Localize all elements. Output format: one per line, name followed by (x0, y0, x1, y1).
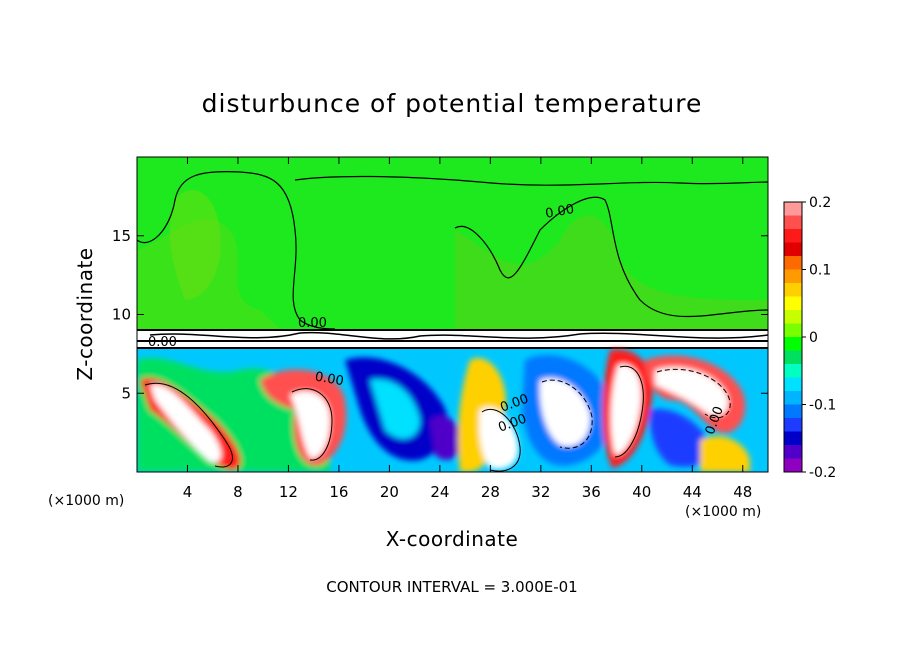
eddy (430, 416, 462, 460)
y-axis: 5 10 15 (112, 227, 768, 402)
x-axis: 4 8 12 16 20 24 28 32 36 40 44 48 (183, 157, 752, 501)
y-tick-label: 15 (112, 227, 131, 245)
eddy (150, 384, 222, 463)
eddy (610, 364, 642, 455)
contour-label: 0.00 (148, 335, 177, 350)
x-tick-label: 36 (582, 483, 601, 501)
contour-label: 0.00 (298, 316, 327, 331)
lower-contour (291, 388, 333, 461)
colorbar-swatch (784, 229, 802, 243)
x-tick-label: 4 (183, 483, 193, 501)
x-tick-label: 20 (380, 483, 399, 501)
x-unit-left: (×1000 m) (48, 493, 124, 509)
transition-band (137, 329, 768, 349)
colorbar-swatch (784, 404, 802, 419)
x-tick-label: 44 (683, 483, 702, 501)
upper-contour (294, 175, 768, 186)
x-tick-label: 8 (233, 483, 243, 501)
colorbar: 0.2 0.1 0 -0.1 -0.2 (783, 195, 836, 481)
colorbar-swatch (784, 242, 802, 257)
colorbar-swatch (784, 256, 802, 270)
colorbar-tick-label: -0.1 (809, 398, 836, 414)
transition-line (137, 347, 768, 349)
colorbar-tick-label: 0.2 (809, 195, 831, 211)
colorbar-swatch (784, 391, 802, 405)
colorbar-swatch (784, 310, 802, 324)
x-tick-label: 32 (531, 483, 550, 501)
eddy (479, 407, 519, 470)
colorbar-swatch (784, 418, 802, 432)
lower-contour (481, 409, 521, 472)
contour-interval-note: CONTOUR INTERVAL = 3.000E-01 (326, 578, 577, 596)
colorbar-swatch (784, 337, 802, 351)
y-tick-label: 5 (121, 384, 131, 402)
x-tick-label: 16 (329, 483, 348, 501)
colorbar-swatch (784, 269, 802, 284)
lower-contour (656, 368, 731, 419)
colorbar-swatch (784, 323, 802, 338)
x-tick-label: 48 (733, 483, 752, 501)
contour-label: 0.00 (314, 369, 345, 389)
x-tick-label: 28 (481, 483, 500, 501)
x-axis-label: X-coordinate (386, 527, 519, 551)
eddy (655, 367, 729, 416)
contour-labels: 0.00 0.00 0.00 0.00 0.00 0.00 0.00 (148, 202, 727, 437)
x-unit-right: (×1000 m) (685, 504, 761, 520)
transition-contour (149, 331, 768, 340)
eddy (370, 379, 420, 439)
eddy (290, 391, 330, 459)
colorbar-swatch (784, 445, 802, 459)
lower-contour (614, 365, 644, 458)
lower-contour (541, 379, 593, 449)
colorbar-swatch (784, 364, 802, 378)
x-tick-label: 12 (279, 483, 298, 501)
x-tick-label: 24 (430, 483, 449, 501)
colorbar-swatch (784, 350, 802, 365)
y-tick-label: 10 (112, 306, 131, 324)
colorbar-tick-label: 0.1 (809, 263, 831, 279)
plot-area (137, 157, 768, 472)
eddy (539, 378, 591, 447)
contour-label: 0.00 (544, 202, 575, 222)
upper-contour (454, 196, 768, 318)
eddy (649, 409, 711, 467)
y-axis-label: Z-coordinate (73, 247, 97, 380)
colorbar-swatch (784, 283, 802, 297)
upper-field-patch (137, 219, 280, 329)
colorbar-tick-label: -0.2 (809, 465, 836, 481)
transition-line (137, 329, 768, 331)
colorbar-swatch (784, 377, 802, 392)
upper-field-patch (455, 215, 768, 329)
upper-contour (137, 171, 336, 330)
x-tick-label: 40 (632, 483, 651, 501)
transition-line (137, 340, 768, 342)
colorbar-swatch (784, 202, 802, 216)
chart-title: disturbunce of potential temperature (202, 89, 703, 118)
colorbar-tick-label: 0 (809, 330, 818, 346)
colorbar-swatch (784, 215, 802, 230)
upper-field-patch (169, 190, 221, 300)
colorbar-swatch (784, 296, 802, 311)
lower-contour (144, 382, 233, 468)
colorbar-swatch (784, 431, 802, 446)
colorbar-swatch (784, 458, 802, 473)
eddy (700, 436, 750, 472)
